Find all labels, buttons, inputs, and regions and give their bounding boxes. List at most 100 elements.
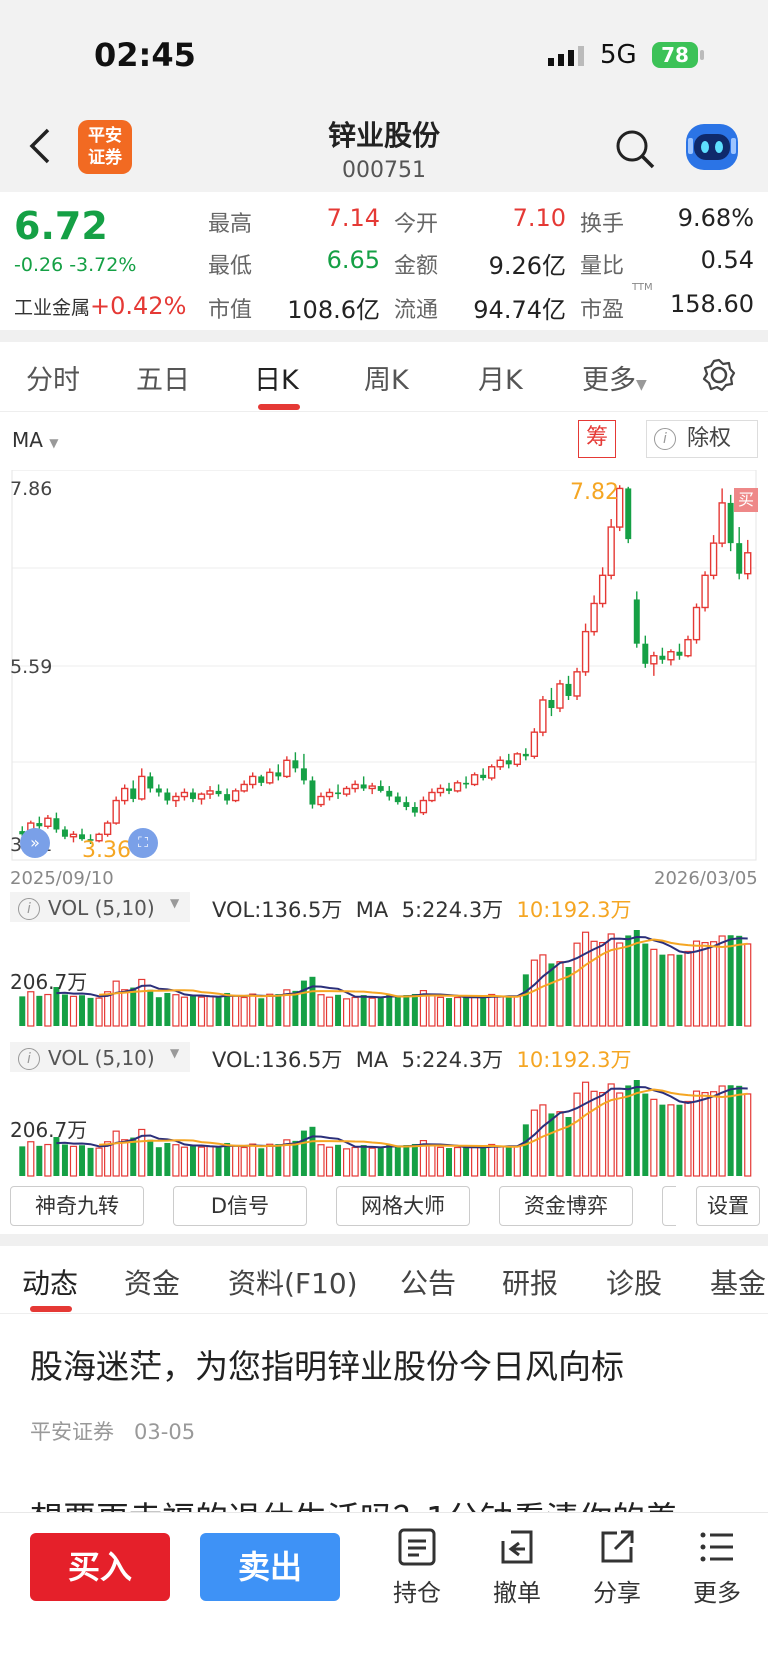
- indicator-select[interactable]: MA ▼: [12, 428, 59, 452]
- volume-bar: [69, 995, 78, 1027]
- volume-bar: [53, 1137, 60, 1176]
- volume-bar: [581, 1081, 590, 1177]
- candle-body: [292, 760, 299, 769]
- volume-bar: [44, 993, 52, 1027]
- tool-magic-nine[interactable]: 神奇九转: [10, 1186, 144, 1226]
- candle-body: [616, 487, 624, 528]
- volume-bar: [189, 1145, 196, 1176]
- more-label: 更多: [693, 1579, 741, 1607]
- expand-left-icon[interactable]: »: [20, 828, 50, 858]
- volume-bar: [573, 942, 581, 1027]
- kline-chart[interactable]: [0, 470, 768, 890]
- candle-body: [180, 791, 189, 798]
- tab-intraday[interactable]: 分时: [26, 365, 80, 396]
- tab-weekly-k[interactable]: 周K: [364, 365, 409, 396]
- value-float: 94.74亿: [473, 296, 566, 324]
- tool-partial[interactable]: [662, 1186, 676, 1226]
- candle-body: [590, 602, 598, 633]
- candle-body: [684, 638, 692, 657]
- volume-bar: [411, 1143, 418, 1176]
- holdings-button[interactable]: 持仓: [382, 1527, 452, 1608]
- tab-funds[interactable]: 资金: [124, 1267, 181, 1300]
- tab-monthly-k[interactable]: 月K: [478, 365, 523, 396]
- volume-bar: [368, 1147, 376, 1177]
- news-item-title[interactable]: 想要更幸福的退休生活吗？1分钟看清你的养: [30, 1492, 750, 1512]
- tool-settings[interactable]: 设置: [696, 1186, 760, 1226]
- volume-bar: [164, 992, 171, 1026]
- candle-body: [164, 792, 171, 801]
- candle-body: [155, 788, 162, 793]
- adjust-rights-button[interactable]: 除权: [646, 420, 758, 458]
- volume-bar: [556, 1111, 564, 1177]
- broker-logo[interactable]: 平安 证券: [78, 120, 132, 174]
- label-high: 最高: [208, 212, 253, 237]
- tab-research[interactable]: 研报: [502, 1267, 559, 1300]
- tab-more[interactable]: 更多▼: [582, 358, 647, 397]
- candle-body: [266, 771, 274, 784]
- divider: [0, 1234, 768, 1246]
- volume-bar: [215, 1147, 222, 1176]
- volume-bar: [692, 940, 701, 1027]
- tab-news[interactable]: 动态: [22, 1267, 79, 1300]
- tab-fund[interactable]: 基金: [710, 1267, 767, 1300]
- tab-announcements[interactable]: 公告: [400, 1267, 457, 1300]
- tool-fund-game[interactable]: 资金博弈: [499, 1186, 633, 1226]
- volume-bar: [292, 1140, 299, 1176]
- volume-bar: [224, 1142, 231, 1176]
- buy-signal-marker[interactable]: 买: [734, 488, 758, 512]
- y-label-high: 7.86: [10, 478, 53, 500]
- volume-bar: [240, 996, 248, 1027]
- volume-bar: [736, 935, 743, 1026]
- ma-label: MA: [355, 898, 389, 922]
- volume-bar: [309, 1126, 316, 1176]
- fullscreen-icon[interactable]: ⛶: [128, 828, 158, 858]
- volume-bar: [530, 1109, 538, 1177]
- gear-icon[interactable]: [702, 358, 736, 392]
- tab-diagnosis[interactable]: 诊股: [606, 1267, 663, 1300]
- volume-bar: [522, 1124, 529, 1176]
- label-amount: 金额: [394, 254, 439, 279]
- volume-bar: [701, 1091, 709, 1177]
- volume-panel-header[interactable]: i VOL (5,10) ▼: [10, 892, 190, 922]
- bottom-action-bar: 买入 卖出 持仓 撤单 分享 更多: [0, 1512, 768, 1667]
- candle-body: [650, 655, 658, 665]
- assistant-robot-icon[interactable]: [686, 124, 738, 170]
- volume-chart[interactable]: [0, 1074, 768, 1180]
- volume-bar: [79, 1145, 85, 1176]
- share-button[interactable]: 分享: [582, 1527, 652, 1608]
- volume-bar: [633, 1080, 640, 1176]
- search-icon[interactable]: [614, 128, 656, 170]
- volume-panel-header[interactable]: i VOL (5,10) ▼: [10, 1042, 190, 1072]
- volume-bar: [155, 997, 162, 1026]
- candle-body: [130, 788, 137, 799]
- label-mktcap: 市值: [208, 298, 253, 323]
- volume-indicator-label: VOL (5,10): [48, 1046, 155, 1070]
- volume-bar: [744, 1093, 752, 1177]
- back-icon[interactable]: [26, 126, 56, 166]
- chip-distribution-button[interactable]: 筹: [578, 420, 616, 458]
- volume-chart[interactable]: [0, 924, 768, 1030]
- candle-body: [480, 774, 487, 779]
- buy-button[interactable]: 买入: [30, 1533, 170, 1601]
- volume-bar: [471, 1145, 479, 1177]
- volume-bar: [530, 959, 538, 1027]
- candle-body: [598, 574, 607, 605]
- volume-bar: [360, 995, 367, 1026]
- candle-body: [419, 799, 428, 814]
- cancel-order-button[interactable]: 撤单: [482, 1527, 552, 1608]
- vol-value: VOL:136.5万: [212, 1048, 343, 1072]
- volume-bar: [95, 1147, 103, 1177]
- more-button[interactable]: 更多: [682, 1527, 752, 1608]
- industry-change[interactable]: 工业金属+0.42%: [14, 292, 186, 320]
- sell-button[interactable]: 卖出: [200, 1533, 340, 1601]
- tab-f10[interactable]: 资料(F10): [228, 1267, 358, 1300]
- tools-row: 神奇九转 D信号 网格大师 资金博弈 设置: [0, 1182, 768, 1230]
- holdings-icon: [398, 1528, 436, 1566]
- tab-underline: [258, 404, 300, 410]
- volume-bar: [206, 995, 214, 1027]
- tab-five-day[interactable]: 五日: [136, 365, 190, 396]
- tool-grid-master[interactable]: 网格大师: [336, 1186, 470, 1226]
- tab-daily-k[interactable]: 日K: [254, 365, 299, 396]
- tool-d-signal[interactable]: D信号: [173, 1186, 307, 1226]
- news-item-title[interactable]: 股海迷茫，为您指明锌业股份今日风向标: [30, 1347, 624, 1386]
